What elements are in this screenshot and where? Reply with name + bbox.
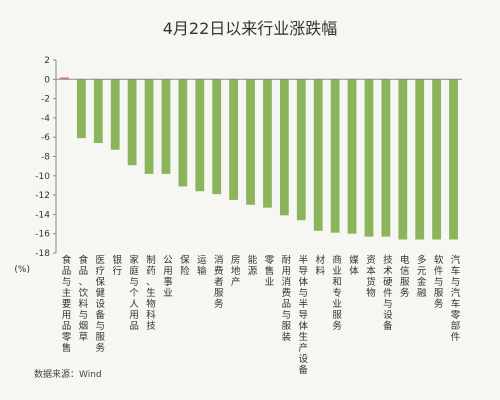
bar [347, 79, 357, 234]
x-category-label: 商业和专业服务 [332, 254, 342, 332]
bar [195, 79, 205, 192]
x-category-label: 家庭与个人用品 [129, 254, 139, 332]
y-tick-label: -14 [35, 210, 50, 220]
x-category-label: 运输 [197, 255, 207, 277]
x-category-label: 消费者服务 [214, 254, 224, 310]
x-category-label: 半导体与半导体生产设备 [299, 254, 309, 376]
x-category-label: 电信服务 [400, 254, 410, 299]
chart-title: 4月22日以来行业涨跌幅 [163, 19, 338, 38]
x-category-label: 资本货物 [366, 255, 376, 299]
bar [415, 79, 425, 240]
y-axis: 2 0 -2 -4 -6 -8 -10 -12 -14 -16 -18 [35, 56, 57, 259]
y-tick-label: -16 [35, 230, 50, 240]
y-tick-label: -12 [35, 191, 50, 201]
y-tick-label: -6 [41, 133, 50, 143]
y-tick-label: -8 [41, 153, 50, 163]
y-tick-label: -2 [41, 95, 50, 105]
x-category-label: 银行 [112, 254, 122, 277]
x-category-label: 制药、生物科技 [146, 254, 156, 332]
x-category-label: 材料 [315, 254, 325, 277]
x-category-label: 食品与主要用品零售 [62, 254, 72, 354]
y-tick-label: 2 [44, 56, 50, 66]
x-category-label: 软件与服务 [434, 254, 444, 310]
y-unit-label: (%) [14, 265, 30, 275]
x-category-label: 耐用消费品与服装 [282, 254, 292, 343]
bar [110, 79, 120, 150]
x-category-label: 多元金融 [417, 254, 427, 299]
x-category-label: 能源 [248, 254, 258, 277]
bar [398, 79, 408, 240]
x-category-label: 公用事业 [163, 255, 173, 299]
bar [313, 79, 323, 231]
bar [127, 79, 137, 166]
bar [381, 79, 391, 237]
x-category-label: 零售业 [265, 255, 275, 288]
bar [212, 79, 222, 195]
bar [279, 79, 289, 216]
x-category-label: 保险 [180, 254, 190, 277]
bar [449, 79, 458, 240]
x-category-label: 汽车与汽车零部件 [451, 254, 461, 343]
x-category-label: 媒体 [349, 254, 359, 277]
category-labels: 食品与主要用品零售食品、饮料与烟草医疗保健设备与服务银行家庭与个人用品制药、生物… [62, 254, 461, 376]
bar [161, 79, 171, 174]
bar [330, 79, 340, 233]
x-category-label: 技术硬件与设备 [383, 254, 393, 332]
y-tick-label: -18 [35, 249, 50, 259]
x-category-label: 房地产 [231, 254, 241, 288]
bar [432, 79, 442, 240]
y-tick-label: 0 [44, 75, 50, 85]
bar [144, 79, 154, 174]
bar [76, 79, 86, 139]
bars [60, 77, 458, 240]
bar [229, 79, 239, 200]
bar [60, 77, 69, 80]
bar [246, 79, 255, 205]
bar [296, 79, 306, 221]
bar [263, 79, 272, 208]
bar [178, 79, 188, 187]
y-tick-label: -4 [41, 114, 50, 124]
x-category-label: 医疗保健设备与服务 [96, 255, 106, 354]
bar [364, 79, 374, 237]
x-category-label: 食品、饮料与烟草 [79, 254, 89, 343]
bar [93, 79, 103, 143]
source-note: 数据来源：Wind [34, 368, 102, 380]
y-tick-label: -10 [35, 172, 50, 182]
